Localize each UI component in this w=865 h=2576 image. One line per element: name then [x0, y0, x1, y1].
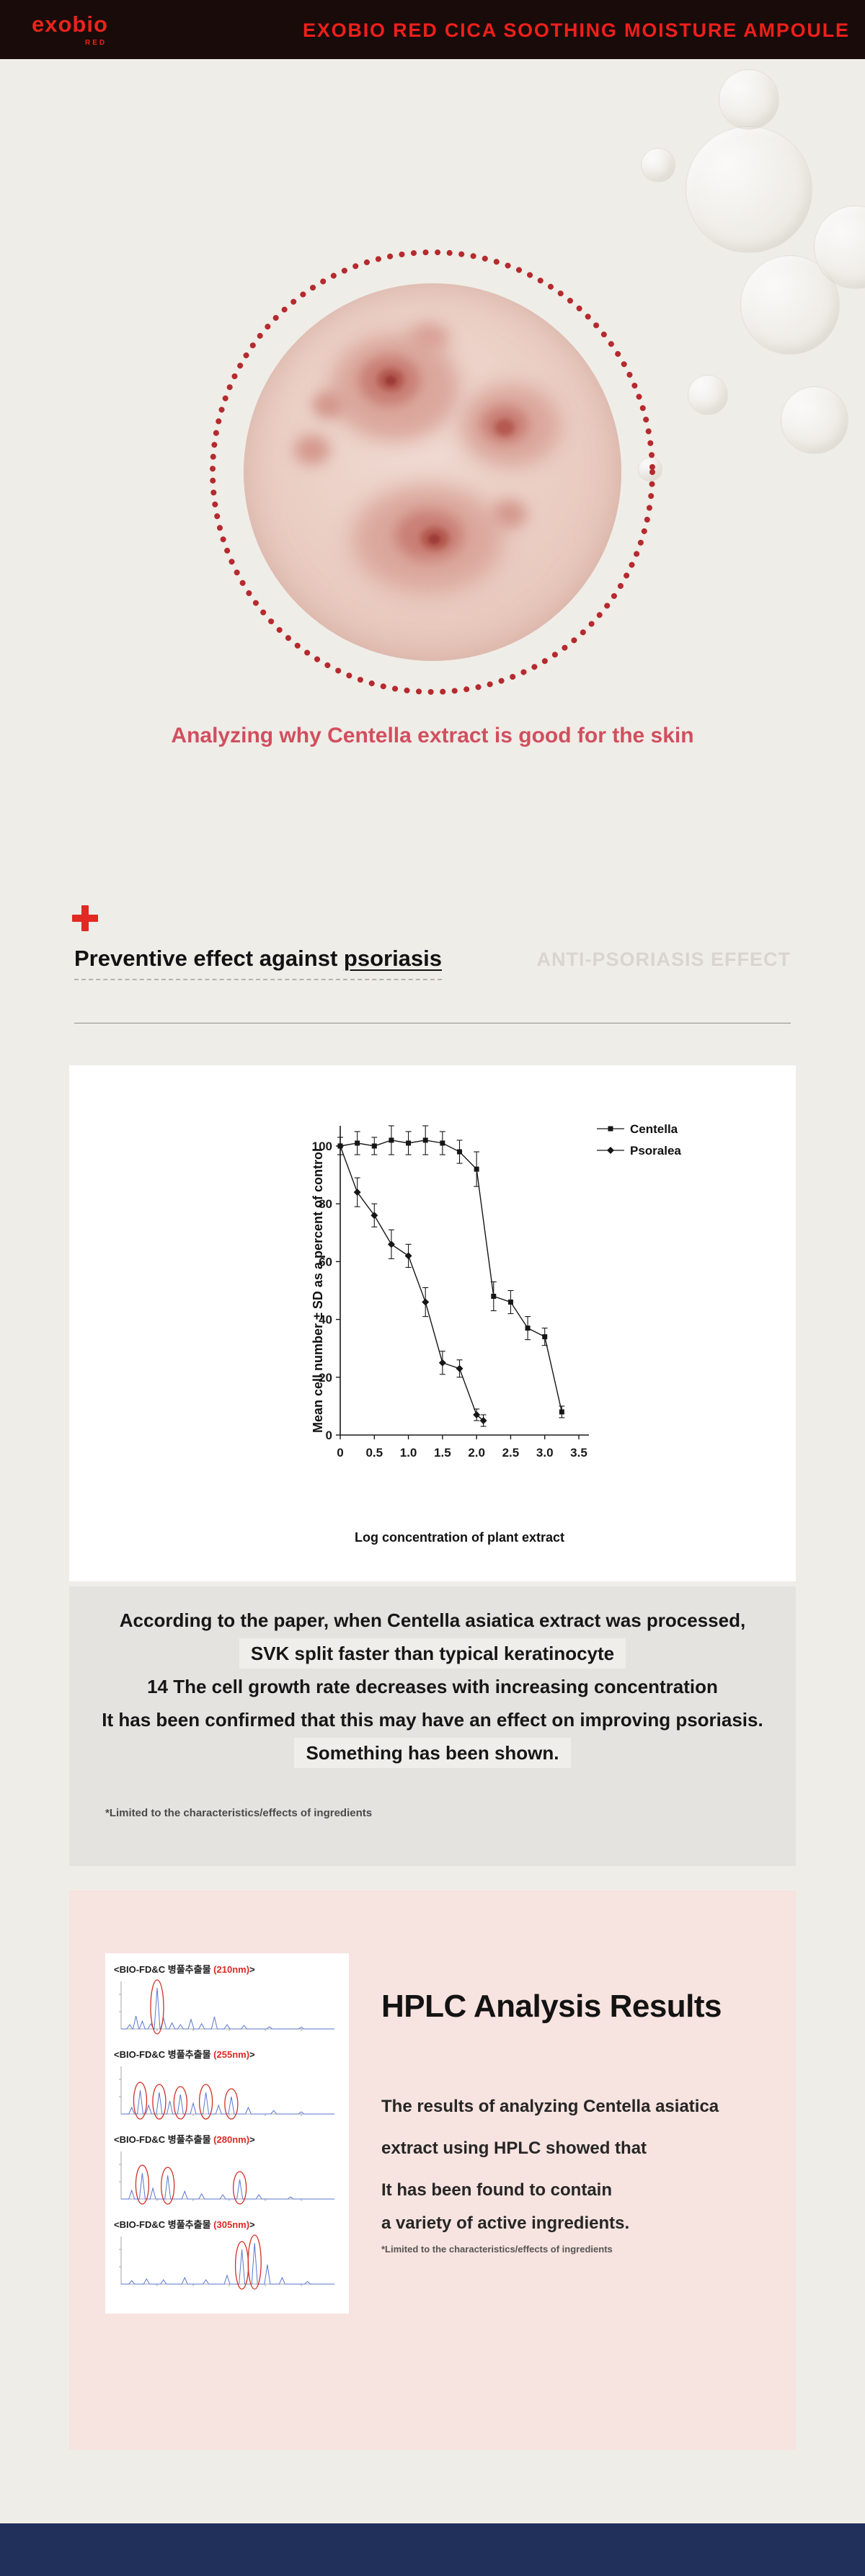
summary-line-text: According to the paper, when Centella as… [119, 1609, 746, 1631]
hplc-title: HPLC Analysis Results [381, 1989, 722, 2024]
svg-text:Psoralea: Psoralea [630, 1144, 681, 1158]
svg-text:0: 0 [326, 1429, 332, 1442]
svg-text:Log concentration of plant ext: Log concentration of plant extract [355, 1530, 564, 1545]
svg-text:Centella: Centella [630, 1122, 678, 1136]
header-bar: exobio RED EXOBIO RED CICA SOOTHING MOIS… [0, 0, 865, 59]
chromatogram-plot [114, 2232, 340, 2294]
product-title: EXOBIO RED CICA SOOTHING MOISTURE AMPOUL… [303, 19, 850, 41]
anti-psoriasis-watermark: ANTI-PSORIASIS EFFECT [536, 949, 791, 970]
section-heading-row: Preventive effect against psoriasis ANTI… [74, 946, 791, 980]
svg-text:1.0: 1.0 [400, 1446, 417, 1460]
hplc-body-line: extract using HPLC showed that [381, 2138, 647, 2158]
summary-line: Something has been shown. [69, 1736, 796, 1769]
hplc-body: The results of analyzing Centella asiati… [381, 2097, 719, 2247]
summary-line: SVK split faster than typical keratinocy… [69, 1637, 796, 1670]
bubble-decoration [781, 386, 848, 454]
plus-icon [72, 905, 98, 931]
svg-text:2.5: 2.5 [502, 1446, 520, 1460]
psoriasis-line-chart: 0 20 40 60 80 100 0 0.5 1.0 1.5 2.0 2.5 3.0 3.5 Mean c… [311, 1122, 681, 1545]
svg-text:80: 80 [319, 1197, 332, 1211]
wavelength-label: (280nm) [213, 2134, 250, 2145]
bubble-decoration [686, 126, 812, 253]
bubble-decoration [641, 148, 675, 182]
brand-logo-sub: RED [85, 39, 107, 47]
hplc-section: <BIO-FD&C 병풀추출물 (210nm)> <BIO-FD&C 병풀추출물… [69, 1891, 796, 2450]
summary-line-text: 14 The cell growth rate decreases with i… [147, 1676, 718, 1697]
hplc-chart-label: <BIO-FD&C 병풀추출물 (305nm)> [114, 2219, 255, 2230]
svg-text:0.5: 0.5 [365, 1446, 383, 1460]
svg-text:60: 60 [319, 1255, 332, 1269]
hplc-chart-label: <BIO-FD&C 병풀추출물 (210nm)> [114, 1964, 255, 1975]
wavelength-label: (305nm) [213, 2219, 250, 2230]
heading-keyword: psoriasis [343, 946, 443, 971]
disclaimer-note: *Limited to the characteristics/effects … [105, 1807, 373, 1819]
hplc-mini-chart: <BIO-FD&C 병풀추출물 (255nm)> [114, 2047, 340, 2124]
petri-dish-image [244, 283, 621, 661]
svg-text:2.0: 2.0 [468, 1446, 485, 1460]
bubble-decoration [688, 375, 728, 415]
wavelength-label: (210nm) [213, 1964, 250, 1975]
bubble-decoration [719, 69, 779, 130]
svg-text:1.5: 1.5 [434, 1446, 451, 1460]
hplc-body-line: a variety of active ingredients. [381, 2213, 630, 2233]
hplc-body-line: It has been found to contain [381, 2180, 612, 2200]
hplc-mini-chart: <BIO-FD&C 병풀추출물 (210nm)> [114, 1962, 340, 2039]
chromatogram-plot [114, 1977, 340, 2039]
chromatogram-plot [114, 2062, 340, 2124]
summary-line-text: Something has been shown. [294, 1738, 571, 1768]
svg-text:40: 40 [319, 1313, 332, 1327]
svg-text:20: 20 [319, 1371, 332, 1385]
svg-text:0: 0 [337, 1446, 343, 1460]
hero-caption: Analyzing why Centella extract is good f… [171, 724, 694, 747]
summary-line-text: It has been confirmed that this may have… [102, 1709, 763, 1731]
hplc-panel: <BIO-FD&C 병풀추출물 (210nm)> <BIO-FD&C 병풀추출물… [105, 1953, 349, 2314]
svg-text:100: 100 [312, 1140, 332, 1153]
svg-text:3.5: 3.5 [570, 1446, 587, 1460]
dotted-ring [202, 241, 663, 703]
summary-box: According to the paper, when Centella as… [69, 1586, 796, 1866]
section-heading: Preventive effect against psoriasis [74, 946, 443, 980]
chromatogram-plot [114, 2147, 340, 2209]
summary-line: According to the paper, when Centella as… [69, 1604, 796, 1637]
brand-logo: exobio [32, 12, 108, 37]
summary-line-text: SVK split faster than typical keratinocy… [239, 1638, 626, 1669]
wavelength-label: (255nm) [213, 2049, 250, 2060]
footer-bar [0, 2523, 865, 2576]
hplc-mini-chart: <BIO-FD&C 병풀추출물 (280nm)> [114, 2132, 340, 2209]
chart-card: 0 20 40 60 80 100 0 0.5 1.0 1.5 2.0 2.5 3.0 3.5 Mean c… [69, 1065, 796, 1581]
svg-text:3.0: 3.0 [536, 1446, 554, 1460]
svg-text:Mean cell number ± SD as a per: Mean cell number ± SD as a percent of co… [311, 1148, 325, 1433]
heading-prefix: Preventive effect against [74, 946, 344, 971]
hplc-mini-chart: <BIO-FD&C 병풀추출물 (305nm)> [114, 2217, 340, 2294]
hplc-body-line: The results of analyzing Centella asiati… [381, 2097, 719, 2116]
summary-line: 14 The cell growth rate decreases with i… [69, 1670, 796, 1703]
hplc-chart-label: <BIO-FD&C 병풀추출물 (280nm)> [114, 2134, 255, 2145]
summary-line: It has been confirmed that this may have… [69, 1703, 796, 1736]
hplc-chart-label: <BIO-FD&C 병풀추출물 (255nm)> [114, 2049, 255, 2060]
hplc-disclaimer: *Limited to the characteristics/effects … [381, 2244, 613, 2255]
